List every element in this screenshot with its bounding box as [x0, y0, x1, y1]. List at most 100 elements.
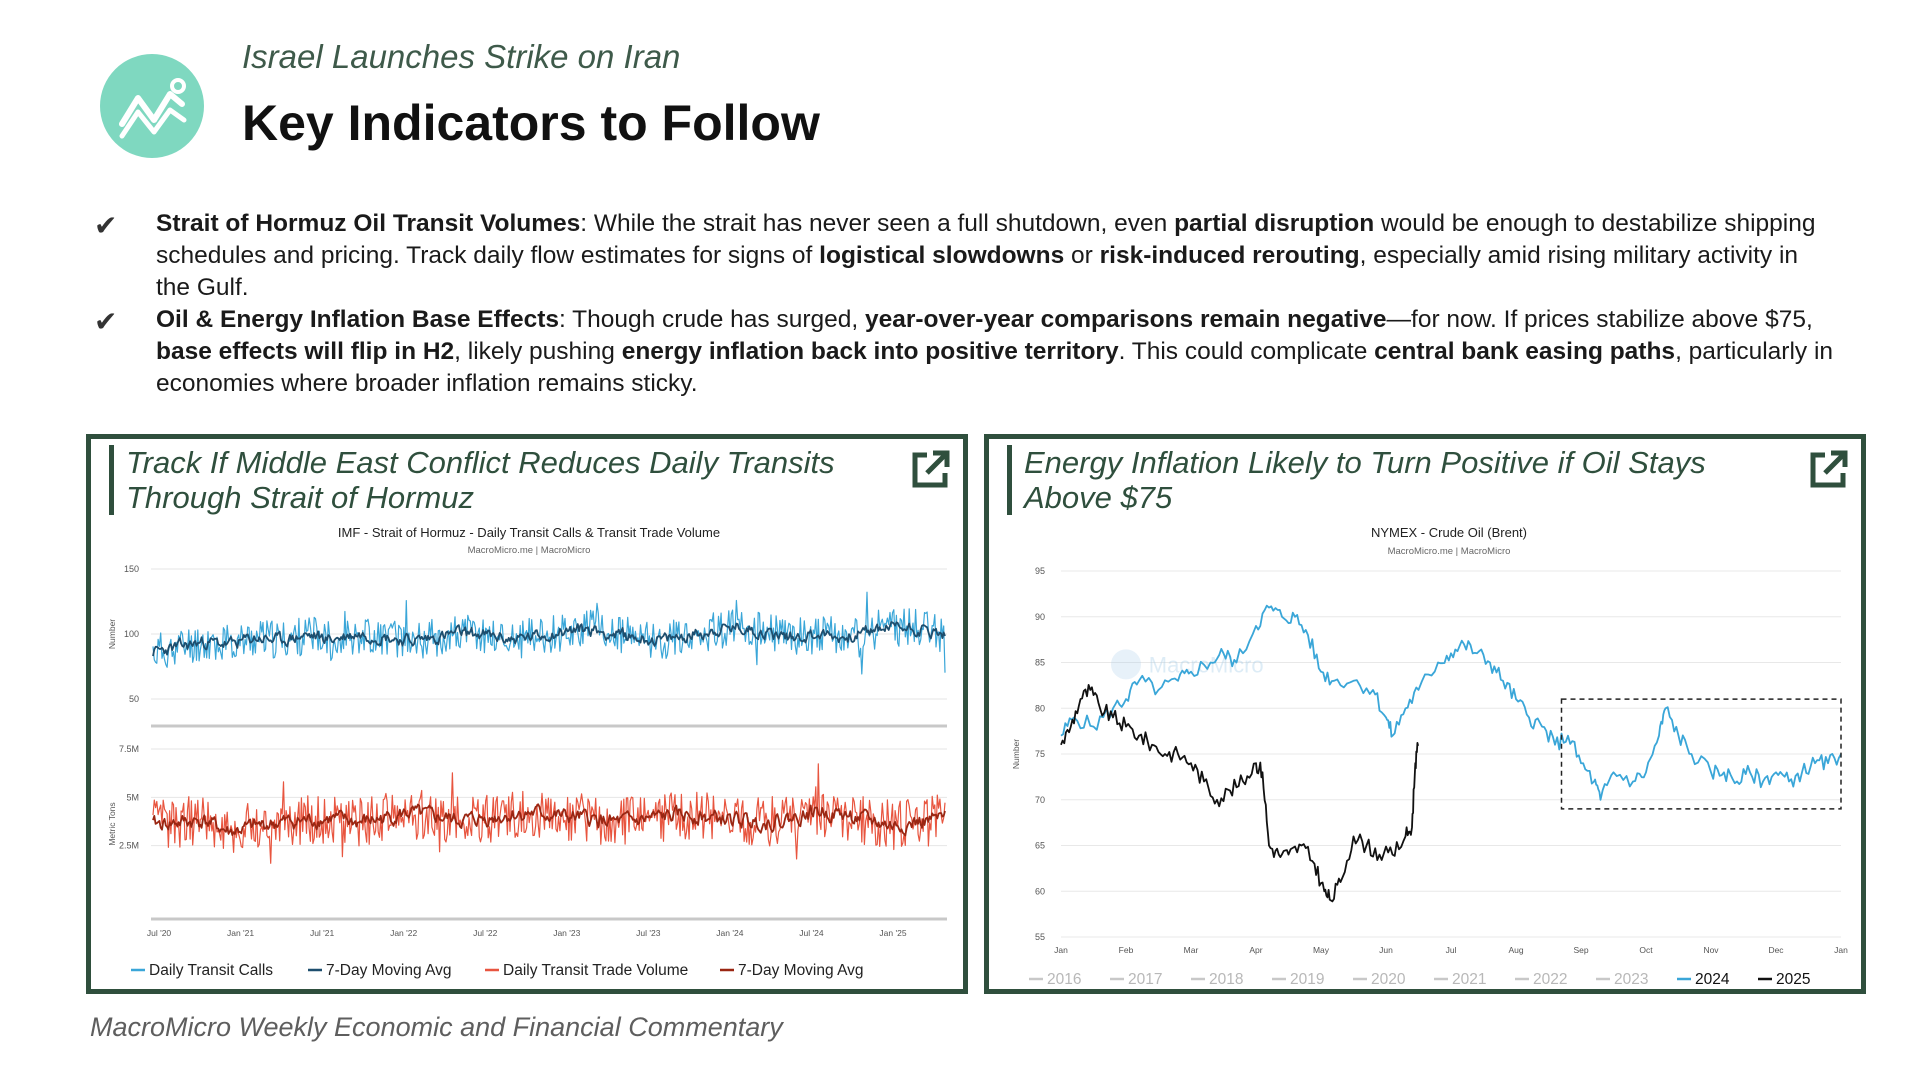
legend-item: 2025 — [1776, 971, 1810, 988]
y-tick-label: 95 — [1035, 566, 1045, 576]
bold-phrase: Oil & Energy Inflation Base Effects — [156, 306, 559, 333]
annotation-box — [1560, 698, 1842, 810]
bold-phrase: energy inflation back into positive terr… — [621, 338, 1119, 365]
legend-item: 2023 — [1614, 971, 1648, 988]
x-tick-label: Feb — [1119, 945, 1134, 955]
footer-source: MacroMicro Weekly Economic and Financial… — [90, 1012, 783, 1042]
checkmark-icon: ✔ — [94, 210, 118, 241]
y-tick-label: 80 — [1035, 703, 1045, 713]
y-tick-label: 50 — [129, 694, 139, 704]
text-run: , likely pushing — [454, 338, 622, 365]
x-tick-label: Jan '24 — [716, 928, 743, 938]
x-tick-label: Mar — [1184, 945, 1199, 955]
x-tick-label: May — [1313, 945, 1330, 955]
indicator-list: ✔ Strait of Hormuz Oil Transit Volumes: … — [94, 208, 1834, 400]
panel-title: Energy Inflation Likely to Turn Positive… — [1007, 445, 1784, 515]
x-tick-label: Jun — [1379, 945, 1393, 955]
x-tick-label: Jul '20 — [147, 928, 172, 938]
legend-item: 2021 — [1452, 971, 1486, 988]
text-run: , especially amid rising military activi… — [156, 242, 1799, 301]
bullet-base-effects: ✔ Oil & Energy Inflation Base Effects: T… — [94, 304, 1834, 400]
hormuz-transit-chart: IMF - Strait of Hormuz - Daily Transit C… — [107, 525, 947, 979]
brent-crude-chart: NYMEX - Crude Oil (Brent) MacroMicro.me |… — [1011, 525, 1848, 988]
x-tick-label: Jul '22 — [473, 928, 498, 938]
bullet-hormuz: ✔ Strait of Hormuz Oil Transit Volumes: … — [94, 208, 1834, 304]
legend-item: 2019 — [1290, 971, 1324, 988]
legend-item: Daily Transit Calls — [149, 962, 273, 979]
external-link-icon[interactable] — [1807, 447, 1851, 491]
x-tick-label: Jul '23 — [636, 928, 661, 938]
text-run: : While the strait has never seen a full… — [580, 210, 1175, 237]
x-tick-label: Jul — [1446, 945, 1457, 955]
x-tick-label: Jan '21 — [227, 928, 254, 938]
x-tick-label: Jul '24 — [799, 928, 824, 938]
y-tick-label: 90 — [1035, 612, 1045, 622]
checkmark-icon: ✔ — [94, 306, 118, 337]
chart-subtitle: MacroMicro.me | MacroMicro — [468, 545, 591, 556]
y-tick-label: 2.5M — [119, 841, 139, 851]
watermark-logo-icon — [1111, 649, 1141, 680]
y-axis-label: Number — [107, 619, 117, 649]
bullet-text: Strait of Hormuz Oil Transit Volumes: Wh… — [156, 210, 1815, 301]
bold-phrase: logistical slowdowns — [819, 242, 1065, 269]
y-axis-label: Number — [1011, 739, 1021, 769]
y-tick-label: 85 — [1035, 658, 1045, 668]
y-tick-label: 70 — [1035, 795, 1045, 805]
x-tick-label: Oct — [1639, 945, 1653, 955]
y-tick-label: 100 — [124, 629, 139, 639]
y-tick-label: 5M — [126, 792, 139, 802]
x-tick-label: Jul '21 — [310, 928, 335, 938]
series-2025 — [1060, 683, 1419, 903]
brand-logo — [100, 54, 204, 158]
brent-chart-panel: Energy Inflation Likely to Turn Positive… — [984, 434, 1866, 994]
legend-item: 7-Day Moving Avg — [738, 962, 864, 979]
text-run: : Though crude has surged, — [558, 306, 865, 333]
trend-line-icon — [119, 78, 187, 139]
x-tick-label: Sep — [1573, 945, 1588, 955]
x-tick-label: Jan '22 — [390, 928, 417, 938]
legend-item: Daily Transit Trade Volume — [503, 962, 688, 979]
series-calls-7day-avg — [152, 621, 946, 657]
y-tick-label: 65 — [1035, 841, 1045, 851]
series-daily-transit-calls — [152, 591, 946, 675]
legend-item: 2018 — [1209, 971, 1243, 988]
page-subtitle: Israel Launches Strike on Iran — [242, 38, 681, 75]
x-tick-label: Jan — [1834, 945, 1848, 955]
legend-item: 7-Day Moving Avg — [326, 962, 452, 979]
y-axis-label: Metric Tons — [107, 802, 117, 845]
legend-item: 2017 — [1128, 971, 1162, 988]
series-2024 — [1060, 604, 1842, 801]
x-tick-label: Aug — [1508, 945, 1523, 955]
text-run: would be enough to destabilize shipping … — [156, 210, 1816, 269]
bold-phrase: base effects will flip in H2 — [156, 338, 455, 365]
x-tick-label: Apr — [1249, 945, 1262, 955]
legend-item: 2022 — [1533, 971, 1567, 988]
bold-phrase: year-over-year comparisons remain negati… — [864, 306, 1387, 333]
legend-item: 2020 — [1371, 971, 1406, 988]
bold-phrase: Strait of Hormuz Oil Transit Volumes — [156, 210, 581, 237]
page-title: Key Indicators to Follow — [242, 95, 820, 151]
text-run: . This could complicate — [1118, 338, 1375, 365]
chart-title: IMF - Strait of Hormuz - Daily Transit C… — [338, 525, 720, 540]
series-volume-7day-avg — [152, 803, 946, 837]
text-run: , particularly in economies where broade… — [156, 338, 1834, 397]
bold-phrase: risk-induced rerouting — [1099, 242, 1360, 269]
chart-subtitle: MacroMicro.me | MacroMicro — [1388, 546, 1511, 557]
x-tick-label: Dec — [1768, 945, 1784, 955]
y-tick-label: 150 — [124, 564, 139, 574]
panel-title: Track If Middle East Conflict Reduces Da… — [109, 445, 886, 515]
series-daily-trade-volume — [152, 763, 946, 864]
legend-item: 2024 — [1695, 971, 1730, 988]
bold-phrase: central bank easing paths — [1374, 338, 1676, 365]
x-tick-label: Jan '23 — [553, 928, 580, 938]
y-tick-label: 55 — [1035, 932, 1045, 942]
x-tick-label: Jan '25 — [879, 928, 906, 938]
chart-title: NYMEX - Crude Oil (Brent) — [1371, 525, 1527, 540]
external-link-icon[interactable] — [909, 447, 953, 491]
x-tick-label: Nov — [1703, 945, 1719, 955]
bold-phrase: partial disruption — [1174, 210, 1375, 237]
bullet-text: Oil & Energy Inflation Base Effects: Tho… — [156, 306, 1833, 397]
text-run: or — [1064, 242, 1100, 269]
text-run: —for now. If prices stabilize above $75, — [1386, 306, 1813, 333]
hormuz-chart-panel: Track If Middle East Conflict Reduces Da… — [86, 434, 968, 994]
